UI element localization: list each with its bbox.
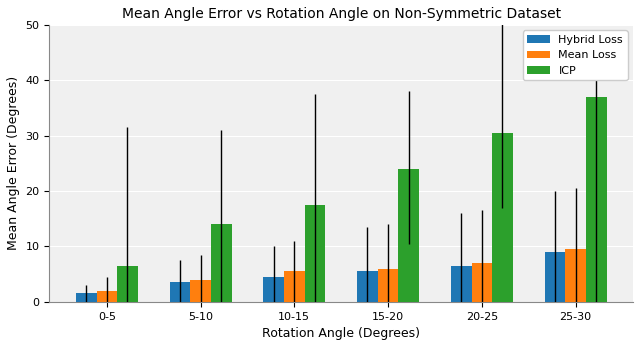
Bar bbox=[211, 224, 232, 302]
Bar bbox=[76, 294, 97, 302]
Bar bbox=[264, 277, 284, 302]
Bar bbox=[170, 282, 190, 302]
Bar bbox=[284, 271, 305, 302]
Legend: Hybrid Loss, Mean Loss, ICP: Hybrid Loss, Mean Loss, ICP bbox=[523, 31, 627, 81]
Bar bbox=[97, 291, 117, 302]
Y-axis label: Mean Angle Error (Degrees): Mean Angle Error (Degrees) bbox=[7, 76, 20, 251]
Bar bbox=[398, 169, 419, 302]
Bar bbox=[545, 252, 565, 302]
Bar bbox=[305, 205, 325, 302]
Bar bbox=[451, 266, 472, 302]
Bar bbox=[190, 280, 211, 302]
Bar bbox=[378, 269, 398, 302]
Bar bbox=[472, 263, 492, 302]
Bar bbox=[565, 249, 586, 302]
Bar bbox=[492, 133, 513, 302]
Title: Mean Angle Error vs Rotation Angle on Non-Symmetric Dataset: Mean Angle Error vs Rotation Angle on No… bbox=[122, 7, 561, 21]
Bar bbox=[117, 266, 138, 302]
Bar bbox=[357, 271, 378, 302]
X-axis label: Rotation Angle (Degrees): Rotation Angle (Degrees) bbox=[262, 327, 420, 340]
Bar bbox=[586, 97, 607, 302]
